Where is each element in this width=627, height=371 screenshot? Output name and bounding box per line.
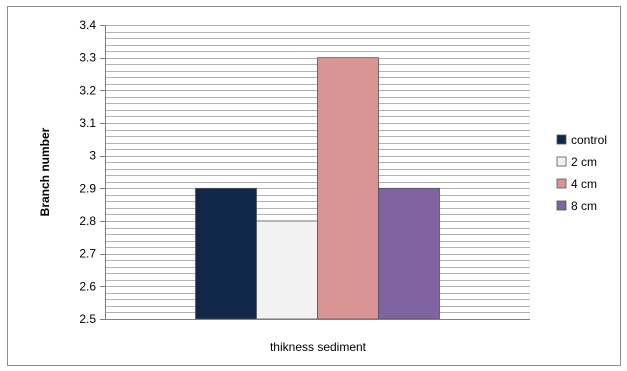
- bar-4-cm: [317, 57, 379, 320]
- y-tick-label: 3.3: [79, 51, 96, 65]
- legend-label: 8 cm: [571, 199, 597, 213]
- y-tick-label: 2.6: [79, 279, 96, 293]
- legend: control 2 cm 4 cm 8 cm: [556, 133, 607, 213]
- y-tick-label: 3.4: [79, 18, 96, 32]
- legend-swatch: [556, 156, 567, 167]
- legend-label: 2 cm: [571, 155, 597, 169]
- legend-swatch: [556, 178, 567, 189]
- y-tick-label: 3.2: [79, 83, 96, 97]
- y-axis-ticks: 2.5 2.6 2.7 2.8 2.9 3 3.1 3.2 3.3 3.4: [79, 18, 105, 326]
- y-tick-label: 2.8: [79, 214, 96, 228]
- bars: [195, 57, 440, 320]
- x-axis-title: thikness sediment: [270, 340, 367, 354]
- y-tick-label: 2.5: [79, 312, 96, 326]
- y-tick-label: 3: [89, 149, 96, 163]
- y-axis-title: Branch number: [38, 127, 52, 216]
- legend-label: control: [571, 133, 607, 147]
- y-tick-label: 2.7: [79, 247, 96, 261]
- legend-swatch: [556, 200, 567, 211]
- bar-control: [195, 187, 257, 320]
- bar-2-cm: [256, 220, 318, 320]
- y-tick-label: 3.1: [79, 116, 96, 130]
- y-tick-label: 2.9: [79, 181, 96, 195]
- bar-8-cm: [378, 187, 440, 320]
- legend-label: 4 cm: [571, 177, 597, 191]
- legend-swatch: [556, 134, 567, 145]
